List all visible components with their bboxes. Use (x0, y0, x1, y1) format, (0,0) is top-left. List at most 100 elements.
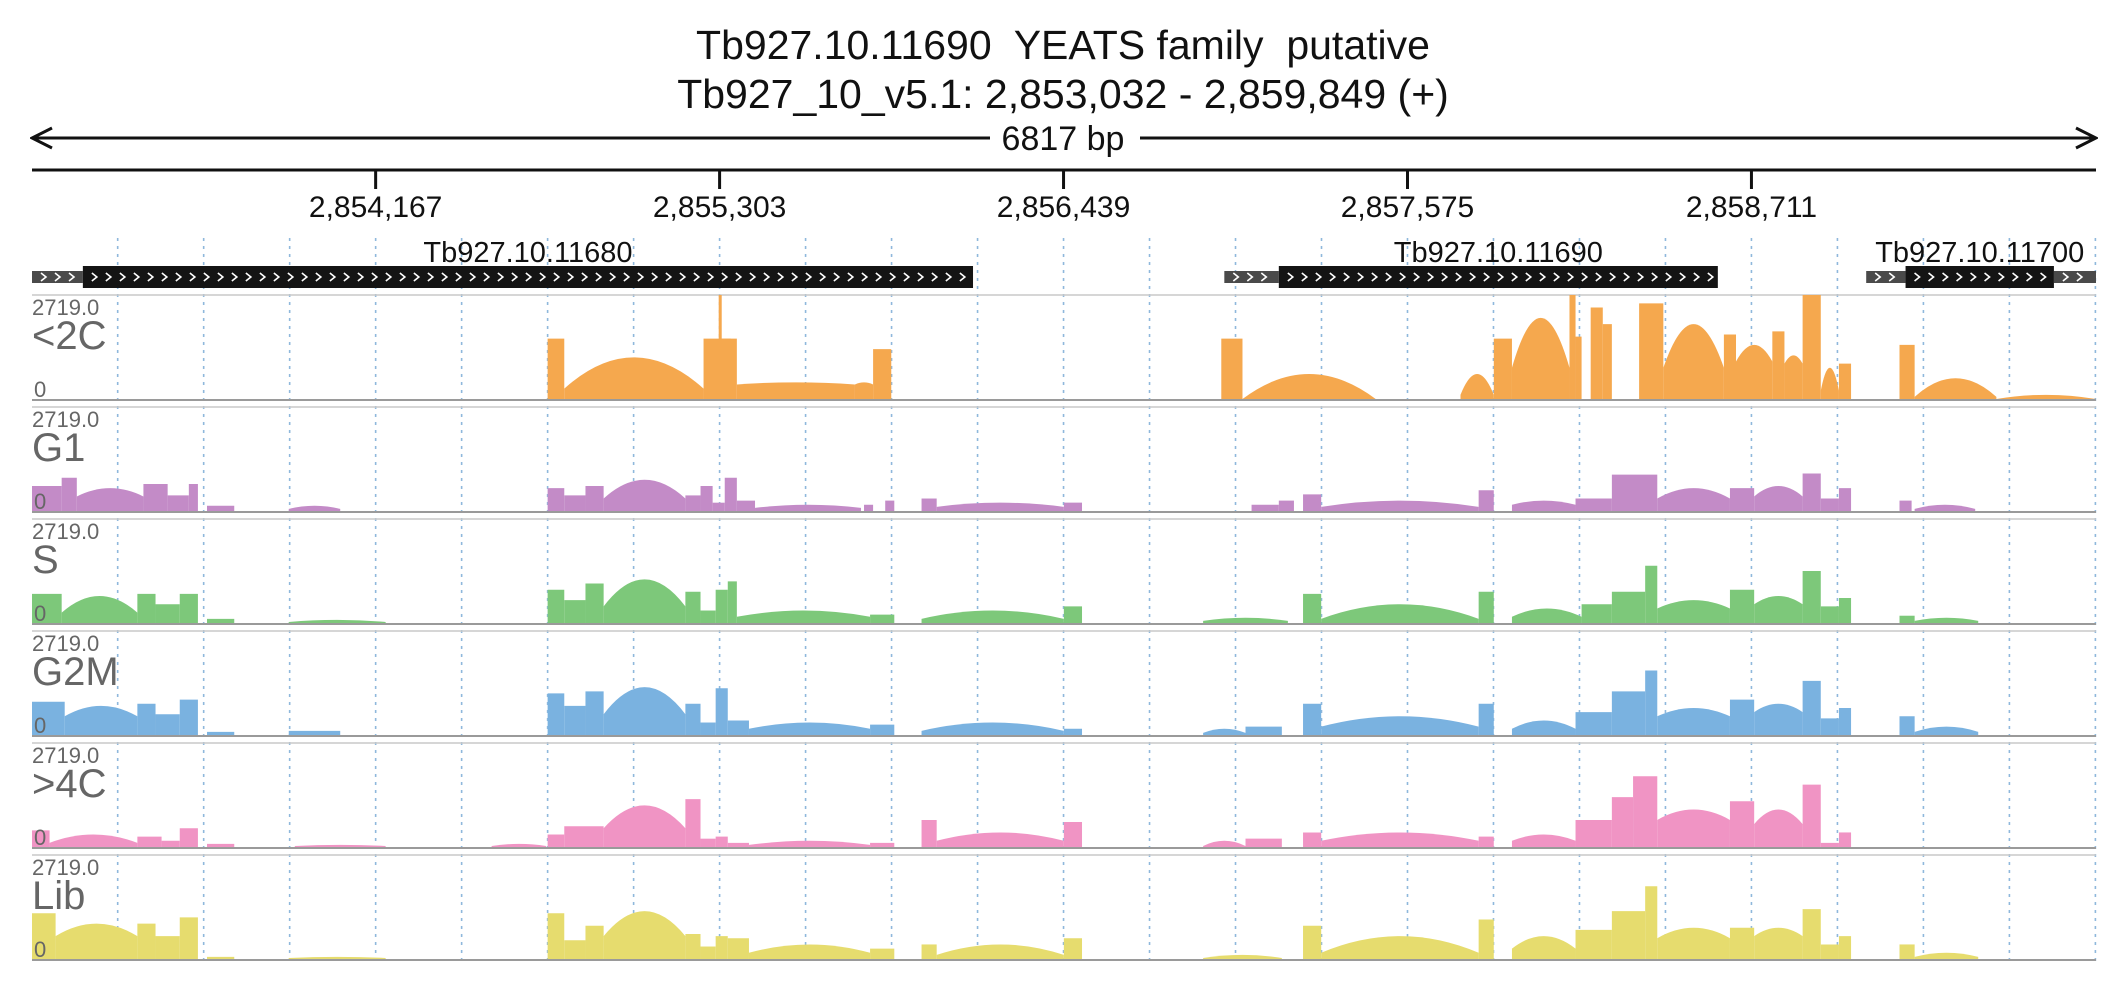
coverage-bar (288, 505, 341, 511)
coverage-bar (1242, 374, 1376, 399)
coverage-bar (1645, 886, 1658, 959)
coverage-bar (564, 357, 704, 399)
coverage-bar (1802, 571, 1821, 623)
strand-chevron (1399, 272, 1407, 282)
coverage-bar (585, 691, 604, 735)
strand-chevron (175, 272, 183, 282)
coverage-bar (179, 593, 198, 623)
coverage-bar (288, 956, 386, 959)
coverage-bar (700, 722, 716, 735)
coverage-bar (207, 618, 235, 623)
coverage-bar (1802, 909, 1821, 959)
strand-chevron (805, 272, 813, 282)
coverage-bar (1784, 355, 1803, 399)
strand-chevron (385, 272, 393, 282)
coverage-bar (1511, 936, 1576, 959)
coverage-bar (1575, 712, 1612, 735)
coverage-bar (1611, 474, 1658, 511)
strand-chevron (875, 272, 883, 282)
coverage-bar (207, 731, 235, 735)
coverage-bar (885, 500, 895, 511)
strand-chevron (357, 272, 365, 282)
strand-chevron (105, 272, 113, 282)
strand-chevron (1371, 272, 1379, 282)
coverage-track: 2719.0 0 G1 (32, 406, 2096, 514)
strand-chevron (2062, 272, 2070, 282)
coverage-bar (712, 502, 725, 511)
coverage-bar (736, 382, 855, 399)
coverage-bar (727, 938, 749, 959)
coverage-bar (167, 495, 189, 511)
coverage-bar (55, 923, 138, 959)
coverage-bar (1729, 699, 1755, 735)
coverage-bar (1663, 324, 1724, 399)
strand-chevron (119, 272, 127, 282)
coverage-bar (1611, 911, 1646, 959)
coverage-bar (873, 349, 892, 399)
coverage-bar (1203, 954, 1282, 959)
coverage-bar (1063, 606, 1083, 623)
ruler-tick-label: 2,857,575 (1341, 191, 1474, 224)
coverage-bar (1511, 834, 1576, 847)
coverage-bar (1611, 797, 1634, 847)
strand-chevron (2012, 272, 2019, 282)
strand-chevron (1928, 272, 1935, 282)
coverage-bar (1754, 595, 1803, 623)
coverage-bar (1063, 502, 1083, 511)
ruler-ticks: 2,854,167 2,855,303 2,856,439 2,857,575 2,85… (309, 170, 1817, 224)
coverage-bar (137, 836, 162, 847)
coverage-bar (155, 714, 180, 735)
strand-chevron (749, 272, 757, 282)
strand-chevron (441, 272, 449, 282)
coverage-bar (1321, 832, 1479, 847)
coverage-bar (179, 828, 198, 847)
strand-chevron (1301, 272, 1309, 282)
coverage-bar (1820, 367, 1839, 399)
coverage-bar (1245, 726, 1282, 735)
track-scale-max: 2719.0 (32, 407, 99, 432)
coverage-bar (1493, 338, 1512, 399)
coverage-bar (685, 703, 701, 735)
coverage-bar (921, 722, 1064, 735)
track-scale-min: 0 (34, 825, 46, 850)
coverage-bar (155, 936, 180, 959)
strand-chevron (1998, 272, 2005, 282)
coverage-bar (1657, 488, 1730, 511)
coverage-bar (1914, 378, 1997, 399)
strand-chevron (1287, 272, 1295, 282)
coverage-bar (1820, 498, 1839, 511)
strand-chevron (1623, 272, 1631, 282)
coverage-bar (1914, 952, 1979, 959)
coverage-bar (1590, 307, 1603, 399)
coverage-bar (1633, 776, 1658, 847)
coverage-bar (547, 693, 565, 735)
coverage-bar (1203, 617, 1288, 623)
coverage-bar (1575, 929, 1612, 959)
strand-chevron (735, 272, 743, 282)
coverage-bar (179, 917, 198, 959)
strand-chevron (1651, 272, 1659, 282)
coverage-bar (1802, 680, 1821, 735)
coverage-bar (603, 579, 686, 623)
coverage-bar (1838, 598, 1852, 623)
coverage-bar (748, 722, 871, 735)
strand-chevron (231, 272, 239, 282)
coverage-bar (1581, 604, 1612, 623)
coverage-bar (64, 705, 138, 735)
strand-chevron (161, 272, 169, 282)
coverage-bar (1645, 565, 1658, 623)
coverage-bar (1820, 842, 1839, 847)
coverage-bar (1303, 703, 1322, 735)
coverage-bar (1736, 344, 1773, 399)
coverage-bar (936, 944, 1064, 959)
strand-chevron (301, 272, 309, 282)
strand-chevron (1511, 272, 1519, 282)
coverage-track: 2719.0 0 G2M (32, 630, 2096, 738)
coverage-track: 2719.0 0 >4C (32, 742, 2096, 850)
strand-chevron (581, 272, 589, 282)
gene-label: Tb927.10.11680 (423, 237, 632, 269)
coverage-bar (724, 477, 737, 511)
track-name-label: Lib (32, 874, 85, 918)
coverage-bar (1914, 617, 1979, 623)
coverage-bar (936, 832, 1064, 847)
